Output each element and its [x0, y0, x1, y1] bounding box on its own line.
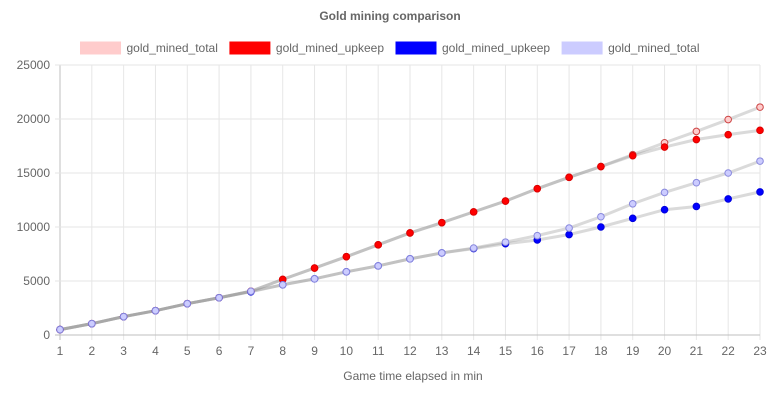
legend-item-4[interactable]: gold_mined_total [561, 41, 699, 55]
data-point-series-4[interactable] [374, 262, 382, 270]
data-point-series-2[interactable] [533, 184, 542, 193]
x-tick-label: 8 [279, 344, 286, 358]
data-point-series-4[interactable] [565, 224, 573, 232]
data-point-series-4[interactable] [88, 319, 96, 328]
x-tick-label: 14 [467, 344, 481, 358]
data-point-series-3[interactable] [756, 188, 764, 196]
data-point-series-2[interactable] [724, 130, 732, 139]
x-tick-label: 18 [594, 344, 608, 358]
data-point-series-4[interactable] [151, 306, 160, 315]
y-axis-ticks: 0 5000 10000 15000 20000 25000 [17, 58, 51, 342]
data-point-series-4[interactable] [406, 255, 414, 263]
data-point-series-4[interactable] [215, 293, 223, 302]
legend-label: gold_mined_total [127, 41, 218, 55]
data-point-series-4[interactable] [501, 238, 510, 246]
data-point-series-2[interactable] [342, 252, 351, 261]
data-point-series-2[interactable] [374, 241, 382, 249]
x-tick-label: 9 [311, 344, 318, 358]
data-point-series-3[interactable] [628, 214, 637, 223]
grid [55, 64, 761, 340]
data-point-series-4[interactable] [342, 268, 351, 276]
data-point-series-4[interactable] [119, 312, 128, 321]
data-point-series-2[interactable] [597, 162, 605, 171]
legend-swatch [80, 41, 122, 55]
x-tick-label: 16 [531, 344, 545, 358]
legend-item-1[interactable]: gold_mined_total [80, 41, 218, 55]
x-tick-label: 21 [690, 344, 704, 358]
x-tick-label: 5 [184, 344, 191, 358]
data-point-series-4[interactable] [756, 157, 764, 165]
data-point-series-2[interactable] [438, 218, 446, 227]
data-point-series-2[interactable] [756, 126, 764, 135]
data-point-series-1[interactable] [756, 103, 764, 111]
x-tick-label: 2 [88, 344, 95, 358]
data-point-series-4[interactable] [724, 169, 732, 177]
data-point-series-2[interactable] [565, 173, 573, 182]
data-point-series-3[interactable] [724, 195, 732, 203]
y-tick-label: 5000 [23, 274, 50, 288]
x-tick-label: 11 [372, 344, 385, 358]
legend-swatch [561, 41, 603, 55]
y-tick-label: 10000 [17, 220, 51, 234]
y-tick-label: 0 [43, 328, 50, 342]
data-point-series-2[interactable] [469, 208, 478, 216]
x-tick-label: 20 [658, 344, 672, 358]
data-point-series-4[interactable] [597, 212, 605, 221]
data-point-series-4[interactable] [183, 299, 192, 308]
legend-label: gold_mined_upkeep [276, 41, 384, 55]
data-point-series-4[interactable] [628, 199, 637, 208]
data-point-series-4[interactable] [247, 287, 255, 296]
series-points [56, 103, 764, 334]
data-point-series-4[interactable] [692, 178, 701, 187]
data-point-series-2[interactable] [628, 151, 637, 160]
data-point-series-1[interactable] [724, 115, 732, 124]
legend-label: gold_mined_upkeep [442, 41, 550, 55]
x-tick-label: 12 [403, 344, 417, 358]
x-tick-label: 15 [499, 344, 513, 358]
data-point-series-3[interactable] [597, 223, 605, 231]
data-point-series-4[interactable] [660, 188, 669, 197]
legend-item-3[interactable]: gold_mined_upkeep [395, 41, 550, 55]
x-tick-label: 23 [753, 344, 767, 358]
legend-item-2[interactable]: gold_mined_upkeep [229, 41, 384, 55]
data-point-series-4[interactable] [469, 244, 478, 252]
legend-label: gold_mined_total [608, 41, 699, 55]
legend: gold_mined_total gold_mined_upkeep gold_mi… [80, 41, 699, 55]
x-axis-ticks: 1 2 3 4 5 6 7 8 9 10 11 12 13 14 15 16 17 18 19 20 21 22 23 [57, 344, 767, 358]
x-tick-label: 22 [722, 344, 736, 358]
data-point-series-2[interactable] [310, 264, 319, 272]
data-point-series-3[interactable] [692, 202, 701, 211]
data-point-series-3[interactable] [565, 230, 573, 239]
x-tick-label: 7 [248, 344, 255, 358]
x-tick-label: 13 [435, 344, 449, 358]
data-point-series-4[interactable] [533, 231, 542, 240]
legend-swatch [395, 41, 437, 55]
y-tick-label: 20000 [17, 112, 51, 126]
data-point-series-2[interactable] [501, 197, 510, 205]
data-point-series-4[interactable] [278, 280, 287, 289]
x-tick-label: 1 [57, 344, 64, 358]
data-point-series-2[interactable] [660, 143, 669, 151]
x-tick-label: 3 [120, 344, 127, 358]
x-tick-label: 17 [562, 344, 576, 358]
data-point-series-2[interactable] [406, 229, 414, 237]
x-tick-label: 6 [216, 344, 223, 358]
data-point-series-4[interactable] [56, 325, 64, 334]
x-tick-label: 19 [626, 344, 640, 358]
chart-title: Gold mining comparison [319, 9, 460, 23]
data-point-series-1[interactable] [692, 127, 701, 136]
x-tick-label: 4 [152, 344, 159, 358]
data-point-series-2[interactable] [692, 135, 701, 144]
y-tick-label: 25000 [17, 58, 51, 72]
data-point-series-4[interactable] [310, 275, 319, 283]
legend-swatch [229, 41, 271, 55]
data-point-series-4[interactable] [438, 249, 446, 257]
x-axis-label: Game time elapsed in min [343, 369, 482, 383]
y-tick-label: 15000 [17, 166, 51, 180]
data-point-series-3[interactable] [660, 205, 669, 214]
x-tick-label: 10 [340, 344, 354, 358]
